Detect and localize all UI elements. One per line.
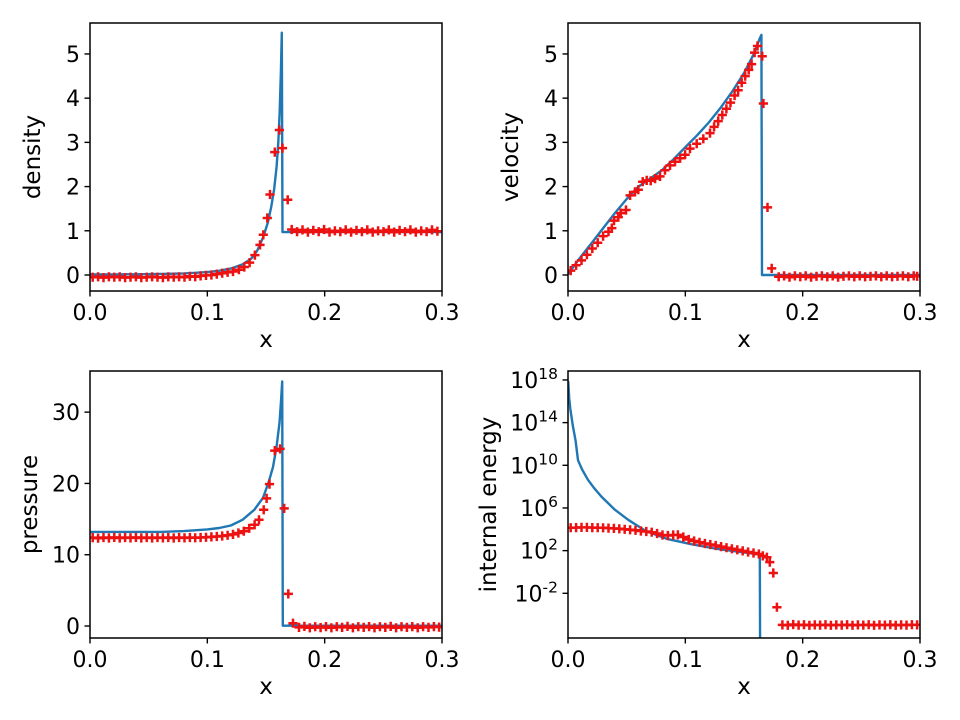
panel-internal-energy: 0.0 0.1 0.2 0.3 10-2 102 106 1010 1014 1018 x inter… [476, 365, 938, 700]
velocity-xlabel: x [737, 327, 751, 353]
internal-analytic-line [568, 380, 762, 638]
density-ylabel: density [20, 115, 46, 199]
density-xlabel: x [259, 327, 273, 353]
density-particle-markers [90, 125, 442, 283]
pressure-x-tick-label: 0.0 [73, 648, 108, 673]
density-analytic-line [90, 31, 442, 276]
pressure-y-tick-label: 10 [52, 544, 80, 569]
internal-y-tick-label: 1014 [510, 408, 558, 437]
internal-x-tick-label: 0.1 [668, 648, 703, 673]
internal-particle-markers [568, 522, 920, 630]
density-x-tick-label: 0.0 [73, 301, 108, 326]
internal-axes-box [567, 370, 921, 639]
internal-y-tick-label: 1010 [510, 450, 558, 479]
internal-x-tick-label: 0.2 [785, 648, 820, 673]
velocity-y-tick-label: 2 [544, 176, 558, 201]
velocity-x-tick-label: 0.0 [551, 301, 586, 326]
pressure-xlabel: x [259, 674, 273, 700]
density-y-tick-label: 4 [66, 87, 80, 112]
velocity-x-tick-label: 0.3 [903, 301, 938, 326]
velocity-x-tick-label: 0.1 [668, 301, 703, 326]
pressure-particle-markers [90, 444, 442, 633]
velocity-y-tick-label: 5 [544, 43, 558, 68]
pressure-x-tick-label: 0.2 [307, 648, 342, 673]
density-y-tick-label: 1 [66, 220, 80, 245]
pressure-analytic-line [90, 380, 442, 627]
density-x-tick-label: 0.3 [425, 301, 460, 326]
pressure-y-tick-label: 0 [66, 615, 80, 640]
panel-density: 0.0 0.1 0.2 0.3 0 1 2 3 4 5 x density [20, 22, 460, 353]
pressure-axes-box [89, 370, 443, 639]
density-y-tick-label: 5 [66, 43, 80, 68]
velocity-axes-box [567, 22, 921, 292]
pressure-ylabel: pressure [17, 455, 43, 554]
internal-y-tick-label: 106 [520, 493, 558, 522]
density-y-tick-label: 3 [66, 131, 80, 156]
velocity-y-tick-label: 0 [544, 264, 558, 289]
velocity-particle-markers [568, 41, 920, 282]
internal-ylabel: internal energy [476, 417, 502, 593]
internal-y-tick-label: 1018 [510, 365, 558, 394]
panel-velocity: 0.0 0.1 0.2 0.3 0 1 2 3 4 5 x velocity [498, 22, 938, 353]
internal-y-tick-label: 102 [520, 536, 558, 565]
density-x-tick-label: 0.2 [307, 301, 342, 326]
pressure-y-tick-label: 30 [52, 401, 80, 426]
pressure-x-tick-label: 0.3 [425, 648, 460, 673]
pressure-x-tick-label: 0.1 [190, 648, 225, 673]
velocity-x-tick-label: 0.2 [785, 301, 820, 326]
density-y-tick-label: 0 [66, 264, 80, 289]
velocity-analytic-line [568, 33, 920, 277]
pressure-y-tick-label: 20 [52, 472, 80, 497]
internal-y-tick-label: 10-2 [515, 578, 558, 607]
velocity-y-tick-label: 1 [544, 220, 558, 245]
panel-pressure: 0.0 0.1 0.2 0.3 0 10 20 30 x pressure [17, 370, 460, 700]
velocity-ylabel: velocity [498, 112, 524, 202]
internal-xlabel: x [737, 674, 751, 700]
velocity-y-tick-label: 4 [544, 87, 558, 112]
density-y-tick-label: 2 [66, 176, 80, 201]
internal-x-tick-label: 0.3 [903, 648, 938, 673]
velocity-y-tick-label: 3 [544, 131, 558, 156]
internal-x-tick-label: 0.0 [551, 648, 586, 673]
density-axes-box [89, 22, 443, 292]
density-x-tick-label: 0.1 [190, 301, 225, 326]
